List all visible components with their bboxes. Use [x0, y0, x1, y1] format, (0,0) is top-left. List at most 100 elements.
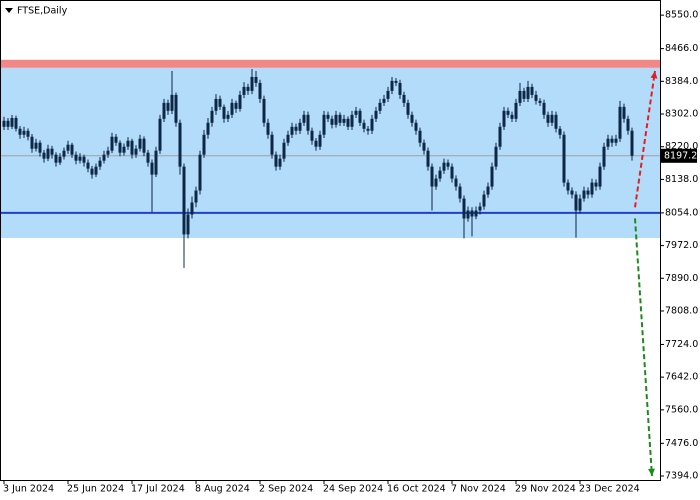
candle-body — [70, 144, 74, 155]
candle-body — [474, 210, 478, 217]
candle-body — [226, 114, 230, 119]
price-tag — [661, 148, 697, 163]
candle-body — [214, 98, 218, 111]
candle-body — [270, 134, 274, 155]
candle-body — [290, 126, 294, 135]
candle-body — [558, 128, 562, 135]
candle-body — [566, 182, 570, 191]
candle-body — [186, 214, 190, 235]
candle-body — [90, 168, 94, 175]
candle-body — [154, 150, 158, 175]
candle-body — [466, 210, 470, 219]
candle-body — [434, 178, 438, 187]
candle-body — [454, 178, 458, 187]
candle-body — [14, 118, 18, 129]
candle-body — [250, 76, 254, 91]
candle-body — [38, 142, 42, 153]
candle-body — [630, 130, 634, 156]
candle-body — [450, 166, 454, 179]
candle-body — [578, 198, 582, 211]
candle-body — [122, 146, 126, 153]
y-tick-label: 7724.0 — [665, 339, 698, 350]
candle-body — [142, 138, 146, 153]
candle-body — [350, 114, 354, 127]
current-price-label: 8197.2 — [664, 150, 697, 161]
candle-body — [94, 166, 98, 175]
candle-body — [518, 90, 522, 103]
candle-body — [498, 126, 502, 147]
candle-body — [382, 98, 386, 103]
candle-body — [98, 160, 102, 167]
candle-body — [202, 134, 206, 155]
candle-body — [246, 86, 250, 91]
candle-body — [34, 142, 38, 149]
y-tick-label: 8054.0 — [665, 207, 698, 218]
y-tick-label: 8384.0 — [665, 76, 698, 87]
candle-body — [626, 118, 630, 131]
x-tick-label: 3 Jun 2024 — [3, 484, 54, 495]
candle-body — [310, 130, 314, 141]
arrow-head — [650, 70, 658, 79]
candle-body — [258, 82, 262, 99]
x-tick-label: 7 Nov 2024 — [451, 484, 506, 495]
x-tick-label: 29 Nov 2024 — [515, 484, 576, 495]
candle-body — [530, 86, 534, 95]
candle-body — [426, 150, 430, 167]
x-tick-label: 25 Jun 2024 — [67, 484, 124, 495]
forecast-arrow — [634, 218, 653, 477]
candle-body — [30, 136, 34, 149]
candle-body — [166, 102, 170, 111]
candle-body — [146, 152, 150, 163]
candle-body — [494, 146, 498, 167]
candle-body — [542, 102, 546, 115]
candle-body — [446, 162, 450, 167]
candle-body — [502, 110, 506, 127]
candle-body — [486, 186, 490, 195]
candle-body — [254, 76, 258, 83]
candle-body — [590, 182, 594, 195]
y-tick-label: 7972.0 — [665, 240, 698, 251]
candle-body — [238, 94, 242, 109]
candle-body — [506, 110, 510, 115]
candle-body — [158, 118, 162, 151]
candle-body — [342, 118, 346, 123]
candle-body — [538, 100, 542, 103]
candle-body — [174, 94, 178, 123]
x-tick-label: 24 Sep 2024 — [323, 484, 383, 495]
candle-body — [418, 130, 422, 143]
candle-body — [274, 154, 278, 167]
candle-body — [302, 114, 306, 123]
candle-body — [330, 118, 334, 125]
resistance-zone — [1, 59, 660, 68]
candle-body — [130, 140, 134, 155]
menu-triangle — [5, 8, 13, 13]
candle-body — [526, 86, 530, 99]
candle-body — [334, 114, 338, 125]
candle-body — [286, 134, 290, 143]
candle-body — [562, 134, 566, 183]
candle-body — [210, 110, 214, 123]
candle-body — [54, 154, 58, 163]
y-tick-label: 8302.0 — [665, 109, 698, 120]
candle-body — [622, 106, 626, 119]
candle-body — [242, 86, 246, 95]
candle-body — [234, 102, 238, 109]
candle-body — [66, 144, 70, 151]
candle-body — [438, 170, 442, 179]
candle-body — [118, 142, 122, 153]
candle-body — [394, 80, 398, 83]
candle-body — [370, 118, 374, 131]
candle-body — [46, 148, 50, 159]
candle-body — [522, 90, 526, 99]
candle-body — [378, 102, 382, 111]
candle-body — [402, 94, 406, 103]
candle-body — [482, 194, 486, 207]
x-tick-label: 8 Aug 2024 — [195, 484, 250, 495]
candle-body — [106, 150, 110, 155]
candle-body — [230, 102, 234, 115]
candle-body — [314, 140, 318, 147]
candle-body — [162, 102, 166, 119]
y-tick-label: 7808.0 — [665, 305, 698, 316]
candle-body — [194, 190, 198, 203]
